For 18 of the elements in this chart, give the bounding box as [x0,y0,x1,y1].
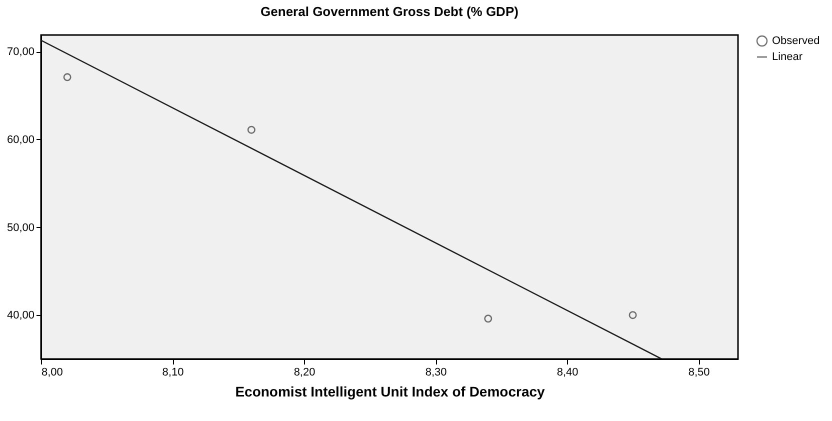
y-tick-label: 60,00 [6,134,34,146]
point [484,314,492,323]
x-tick-label: 8,30 [425,366,447,378]
x-axis-title: Economist Intelligent Unit Index of Democracy [235,384,546,400]
y-tick-label: 50,00 [6,222,34,234]
y-tick-label: 40,00 [6,310,34,322]
y-tick-label: 70,00 [6,46,34,58]
point [63,73,72,82]
legend-label: Linear [772,51,803,63]
x-tick-label: 8,20 [294,366,316,378]
x-tick-label: 8,40 [556,366,578,378]
chart-title: General Government Gross Debt (% GDP) [260,4,518,19]
legend-label: Observed [772,35,820,47]
x-tick-label: 8,50 [688,366,710,378]
point [628,311,637,320]
x-tick-label: 8,10 [162,366,184,378]
x-tick-label: 8,00 [42,366,63,378]
point [247,126,256,134]
